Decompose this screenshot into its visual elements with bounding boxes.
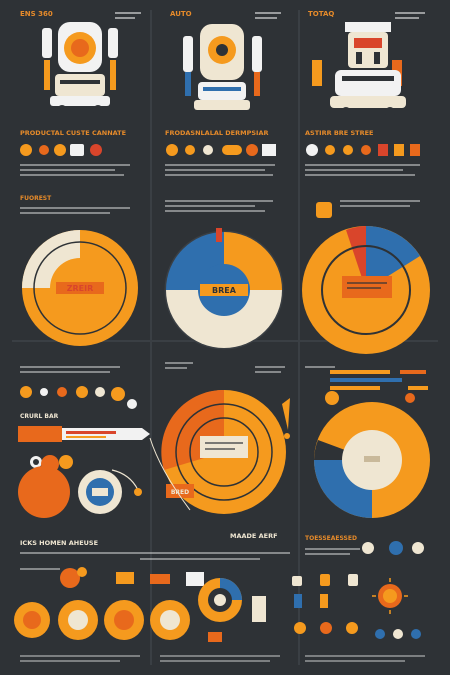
pie-left: ZREIR — [22, 230, 138, 346]
banner-bar: CRURL BAR — [18, 413, 150, 442]
bar-stack-right — [330, 370, 428, 390]
section-2-title: FRODASNLALAL DERMPSIAR — [165, 129, 268, 137]
pie-left-label: ZREIR — [67, 284, 94, 293]
pie-lower-right — [314, 391, 430, 518]
lightbulb-icon-row — [292, 541, 424, 634]
section-1-title: PRODUCTAL CUSTE CANNATE — [20, 129, 126, 137]
circle-row-bottom — [14, 600, 190, 640]
robot-icon-right — [312, 22, 406, 117]
pie-right — [302, 226, 430, 354]
top-right-label: TOTAQ — [308, 10, 334, 18]
gauge-chart: BRED — [149, 389, 290, 514]
top-left-label: ENS 360 — [20, 10, 53, 18]
pie-mid: BREA — [164, 228, 284, 350]
gear-icon-cluster — [375, 629, 421, 639]
bubble-cluster — [18, 455, 142, 518]
pie-mid-label: BREA — [212, 286, 237, 295]
robot-icon-left — [42, 22, 118, 115]
sun-icon — [372, 578, 408, 614]
bottom-mid-label: MAADE AERF — [230, 532, 278, 540]
top-mid-label: AUTO — [170, 10, 192, 18]
left-side-label: FUOREST — [20, 195, 52, 202]
icon-row-right — [306, 144, 420, 156]
svg-text:CRURL BAR: CRURL BAR — [20, 413, 59, 420]
bottom-right-label: TOESSEAESSED — [305, 535, 357, 542]
icon-row-middle-left — [20, 386, 137, 409]
bottom-title: ICKS HOMEN AHEUSE — [20, 539, 98, 547]
icon-row-mid — [166, 144, 276, 156]
icon-row-left — [20, 144, 102, 156]
svg-text:BRED: BRED — [171, 489, 189, 496]
robot-icon-mid — [183, 24, 262, 110]
section-3-title: ASTIRR BRE STREE — [305, 129, 374, 137]
bottom-left-icons — [60, 567, 204, 588]
gauge-bottom — [198, 578, 266, 642]
